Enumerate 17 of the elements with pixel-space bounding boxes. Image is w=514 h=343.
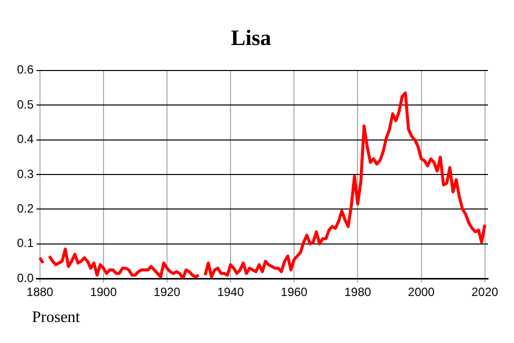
- text: Prosent: [32, 309, 81, 326]
- x-tick-label: 1960: [280, 285, 308, 300]
- y-tick-label: 0.3: [16, 166, 34, 181]
- x-tick-label: 1900: [90, 285, 118, 300]
- x-tick-label: 2000: [408, 285, 435, 300]
- x-tick-label: 1920: [154, 285, 181, 300]
- y-tick-label: 0.0: [16, 270, 34, 285]
- y-tick-label: 0.1: [16, 236, 34, 250]
- x-tick-label: 2020: [471, 285, 498, 300]
- y-tick-label: 0.6: [16, 62, 34, 77]
- y-tick-label: 0.4: [16, 132, 34, 146]
- x-tick-label: 1940: [217, 285, 244, 300]
- y-tick-label: 0.2: [16, 202, 34, 216]
- y-tick-label: 0.5: [16, 97, 34, 112]
- x-tick-label: 1880: [26, 285, 54, 300]
- x-tick-label: 1980: [344, 285, 372, 300]
- chart-title: Lisa: [230, 24, 272, 50]
